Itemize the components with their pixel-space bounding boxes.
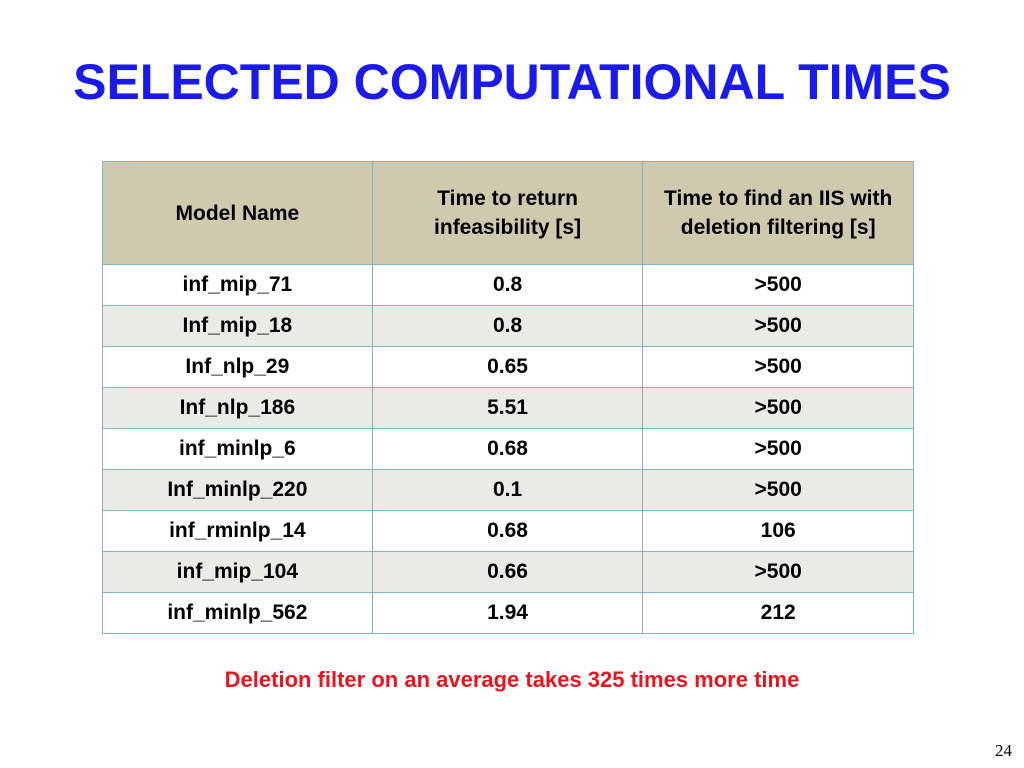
computational-times-table: Model Name Time to return infeasibility … [102, 161, 914, 634]
iis-time-cell: >500 [642, 469, 914, 511]
header-time-to-return-infeasibility: Time to return infeasibility [s] [371, 161, 644, 265]
infeasibility-time-cell: 0.8 [371, 305, 644, 347]
iis-time-cell: >500 [642, 346, 914, 388]
iis-time-cell: >500 [642, 551, 914, 593]
model-name-cell: Inf_nlp_186 [102, 387, 373, 429]
iis-time-cell: >500 [642, 428, 914, 470]
table-row: inf_minlp_562 1.94 212 [102, 592, 914, 634]
table-header-row: Model Name Time to return infeasibility … [102, 161, 914, 265]
model-name-cell: inf_rminlp_14 [102, 510, 373, 552]
header-model-name: Model Name [102, 161, 373, 265]
table-row: inf_mip_104 0.66 >500 [102, 551, 914, 593]
table-row: inf_mip_71 0.8 >500 [102, 264, 914, 306]
page-number: 24 [995, 741, 1012, 760]
model-name-cell: inf_minlp_6 [102, 428, 373, 470]
header-time-to-find-iis: Time to find an IIS with deletion filter… [642, 161, 914, 265]
table-row: inf_rminlp_14 0.68 106 [102, 510, 914, 552]
model-name-cell: Inf_nlp_29 [102, 346, 373, 388]
model-name-cell: inf_mip_104 [102, 551, 373, 593]
table-row: Inf_nlp_29 0.65 >500 [102, 346, 914, 388]
infeasibility-time-cell: 0.1 [371, 469, 644, 511]
iis-time-cell: 212 [642, 592, 914, 634]
model-name-cell: inf_mip_71 [102, 264, 373, 306]
table-row: inf_minlp_6 0.68 >500 [102, 428, 914, 470]
table-row: Inf_mip_18 0.8 >500 [102, 305, 914, 347]
deletion-filter-note: Deletion filter on an average takes 325 … [224, 667, 800, 692]
iis-time-cell: 106 [642, 510, 914, 552]
iis-time-cell: >500 [642, 387, 914, 429]
model-name-cell: inf_minlp_562 [102, 592, 373, 634]
table-row: Inf_minlp_220 0.1 >500 [102, 469, 914, 511]
model-name-cell: Inf_mip_18 [102, 305, 373, 347]
slide-title: SELECTED COMPUTATIONAL TIMES [73, 54, 951, 110]
infeasibility-time-cell: 0.68 [371, 510, 644, 552]
table-row: Inf_nlp_186 5.51 >500 [102, 387, 914, 429]
infeasibility-time-cell: 5.51 [371, 387, 644, 429]
model-name-cell: Inf_minlp_220 [102, 469, 373, 511]
infeasibility-time-cell: 0.8 [371, 264, 644, 306]
infeasibility-time-cell: 0.68 [371, 428, 644, 470]
infeasibility-time-cell: 0.66 [371, 551, 644, 593]
infeasibility-time-cell: 1.94 [371, 592, 644, 634]
iis-time-cell: >500 [642, 305, 914, 347]
infeasibility-time-cell: 0.65 [371, 346, 644, 388]
iis-time-cell: >500 [642, 264, 914, 306]
